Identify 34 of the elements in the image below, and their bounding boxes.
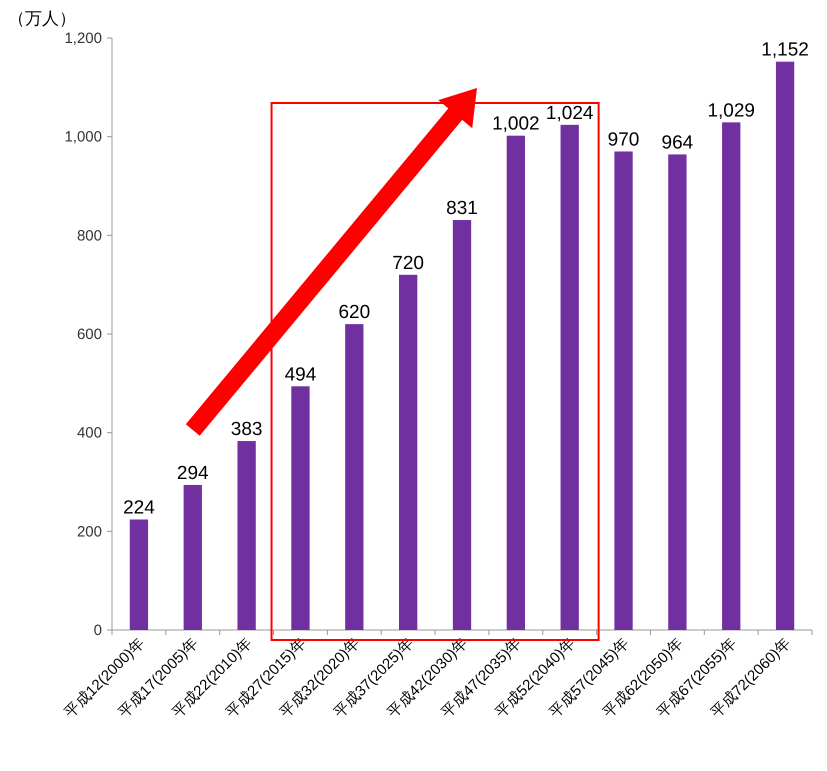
bar bbox=[668, 154, 687, 630]
data-label: 620 bbox=[338, 302, 370, 324]
bar bbox=[130, 519, 148, 630]
data-label: 831 bbox=[446, 198, 478, 220]
y-axis-title: （万人） bbox=[8, 9, 76, 28]
bar bbox=[291, 386, 310, 630]
bar bbox=[776, 62, 794, 630]
y-tick-label: 200 bbox=[76, 523, 102, 540]
y-tick-label: 0 bbox=[94, 622, 102, 639]
data-label: 224 bbox=[123, 497, 156, 518]
y-tick-label: 800 bbox=[76, 227, 102, 244]
data-label: 964 bbox=[662, 132, 694, 154]
bar bbox=[399, 274, 418, 630]
bar bbox=[237, 441, 256, 630]
y-tick-label: 1,000 bbox=[64, 128, 102, 146]
bar bbox=[345, 324, 364, 630]
y-tick-label: 400 bbox=[76, 424, 102, 442]
bar bbox=[614, 151, 633, 630]
data-label: 1,002 bbox=[492, 114, 540, 135]
data-label: 383 bbox=[230, 419, 262, 440]
y-tick-label: 1,200 bbox=[64, 30, 102, 47]
data-label: 294 bbox=[176, 462, 210, 484]
bar bbox=[452, 220, 472, 630]
bar bbox=[560, 124, 579, 630]
data-label: 970 bbox=[608, 129, 640, 150]
bar bbox=[184, 484, 202, 630]
data-label: 1,024 bbox=[546, 102, 594, 124]
bar bbox=[722, 122, 740, 630]
y-tick-label: 600 bbox=[76, 326, 102, 343]
data-label: 1,029 bbox=[707, 100, 756, 122]
bar bbox=[506, 136, 525, 630]
data-label: 720 bbox=[392, 252, 424, 274]
data-label: 1,152 bbox=[761, 40, 809, 61]
data-label: 494 bbox=[284, 364, 317, 386]
